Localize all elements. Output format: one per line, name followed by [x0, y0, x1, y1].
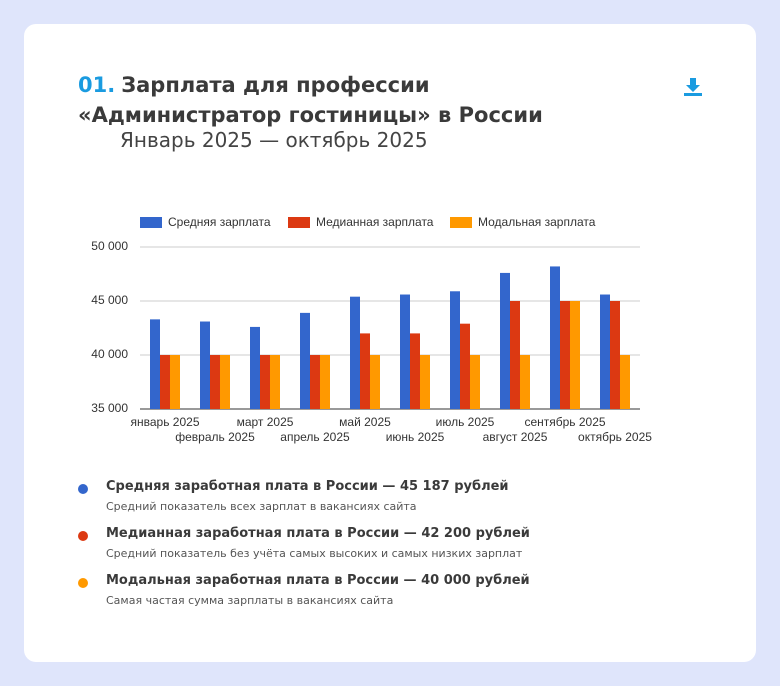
x-tick-label: август 2025 [483, 430, 548, 444]
bar [610, 301, 620, 409]
bar [410, 333, 420, 409]
bar [520, 355, 530, 409]
x-tick-label: сентябрь 2025 [524, 415, 605, 429]
y-tick-label: 40 000 [91, 347, 128, 361]
x-tick-label: июль 2025 [436, 415, 495, 429]
bar [400, 294, 410, 409]
bar [220, 355, 230, 409]
bar [260, 355, 270, 409]
bar [500, 272, 510, 409]
y-tick-label: 50 000 [91, 239, 128, 253]
x-tick-label: июнь 2025 [386, 430, 445, 444]
stat-bullet [78, 531, 88, 541]
bar [620, 355, 630, 409]
bar [510, 301, 520, 409]
card: 01. Зарплата для профессии «Администратор… [24, 24, 756, 662]
chart-title: Зарплата для профессии «Администратор го… [78, 73, 543, 127]
bar [320, 355, 330, 409]
stat-title: Средняя заработная плата в России — 45 1… [106, 479, 509, 494]
stat-note: Средний показатель всех зарплат в ваканс… [106, 500, 417, 513]
chart-subtitle: Январь 2025 — октябрь 2025 [120, 128, 428, 152]
bar [450, 291, 460, 409]
stat-note: Средний показатель без учёта самых высок… [106, 547, 523, 560]
x-tick-label: май 2025 [339, 415, 391, 429]
bar [370, 355, 380, 409]
bar [460, 323, 470, 409]
chart: 35 000 40 000 45 000 50 000 Средняя зарплата… [91, 215, 652, 444]
bar [360, 333, 370, 409]
title-number: 01. [78, 73, 116, 97]
x-tick-label: октябрь 2025 [578, 430, 652, 444]
bar [200, 321, 210, 409]
x-tick-label: март 2025 [237, 415, 294, 429]
bar [270, 355, 280, 409]
bar [150, 319, 160, 409]
legend-label: Средняя зарплата [168, 215, 271, 229]
legend-label: Медианная зарплата [316, 215, 434, 229]
legend-label: Модальная зарплата [478, 215, 596, 229]
bar [310, 355, 320, 409]
bar [350, 296, 360, 409]
title-block: 01. Зарплата для профессии «Администратор… [78, 70, 638, 130]
x-tick-label: январь 2025 [131, 415, 200, 429]
bar [250, 326, 260, 409]
bar [160, 355, 170, 409]
stat-note: Самая частая сумма зарплаты в вакансиях … [106, 594, 394, 607]
bar [210, 355, 220, 409]
x-tick-label: апрель 2025 [280, 430, 350, 444]
legend-swatch [288, 217, 310, 228]
bar [570, 301, 580, 409]
bar [470, 355, 480, 409]
x-tick-label: февраль 2025 [175, 430, 255, 444]
bar [170, 355, 180, 409]
bar [300, 312, 310, 409]
stat-bullet [78, 484, 88, 494]
stat-bullet [78, 578, 88, 588]
stat-title: Медианная заработная плата в России — 42… [106, 526, 530, 541]
bar [600, 294, 610, 409]
y-tick-label: 45 000 [91, 293, 128, 307]
legend-swatch [450, 217, 472, 228]
bar [550, 266, 560, 409]
stat-title: Модальная заработная плата в России — 40… [106, 573, 530, 588]
bar [560, 301, 570, 409]
download-icon[interactable] [682, 76, 704, 98]
legend-swatch [140, 217, 162, 228]
y-tick-label: 35 000 [91, 401, 128, 415]
bar [420, 355, 430, 409]
